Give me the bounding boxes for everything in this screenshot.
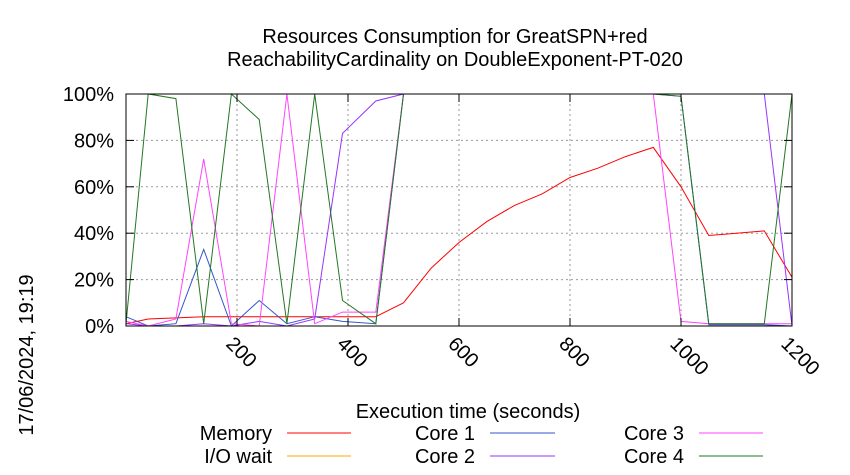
x-tick-label: 600: [443, 333, 482, 372]
chart-title-line2: ReachabilityCardinality on DoubleExponen…: [227, 49, 683, 71]
legend-label-memory: Memory: [200, 423, 272, 445]
y-tick-label: 80%: [74, 130, 114, 152]
y-tick-label: 20%: [74, 270, 114, 292]
chart-title-line1: Resources Consumption for GreatSPN+red: [262, 26, 647, 48]
side-timestamp-label: 17/06/2024, 19:19: [16, 274, 38, 435]
x-tick-label: 1000: [665, 333, 712, 380]
y-axis-ticks: 0% 20% 40% 60% 80% 100%: [63, 84, 792, 338]
legend-label-core-4: Core 4: [624, 446, 684, 468]
legend-label-core-2: Core 2: [415, 446, 475, 468]
x-tick-label: 1200: [776, 333, 823, 380]
x-tick-label: 800: [554, 333, 593, 372]
x-tick-label: 200: [221, 333, 260, 372]
x-axis-label: Execution time (seconds): [356, 401, 581, 423]
x-tick-label: 400: [332, 333, 371, 372]
legend-label-core-1: Core 1: [415, 423, 475, 445]
y-tick-label: 40%: [74, 223, 114, 245]
legend-label-i-o-wait: I/O wait: [204, 446, 272, 468]
legend-label-core-3: Core 3: [624, 423, 684, 445]
y-tick-label: 0%: [85, 316, 114, 338]
y-tick-label: 60%: [74, 177, 114, 199]
y-tick-label: 100%: [63, 84, 114, 106]
series-line-memory: [125, 146, 793, 325]
x-axis-ticks: 200 400 600 800 1000 1200: [221, 94, 823, 380]
